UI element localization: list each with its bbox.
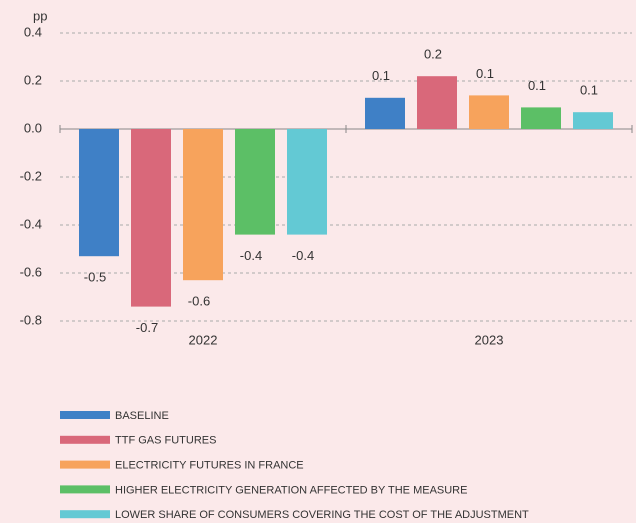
bar	[183, 129, 223, 281]
legend-swatch	[60, 460, 110, 469]
legend-swatch	[60, 435, 110, 444]
legend-label: BASELINE	[115, 410, 169, 422]
legend-swatch	[60, 510, 110, 519]
bar	[365, 97, 405, 129]
value-label: 0.1	[580, 83, 598, 98]
bar	[417, 76, 457, 129]
legend-swatch	[60, 485, 110, 494]
bar	[287, 129, 327, 235]
y-tick-label: -0.4	[20, 216, 42, 231]
value-label: -0.5	[84, 270, 106, 285]
value-label: -0.6	[188, 294, 210, 309]
bar	[469, 95, 509, 129]
bar	[521, 107, 561, 129]
value-label: 0.1	[476, 66, 494, 81]
legend-label: ELECTRICITY FUTURES IN FRANCE	[115, 460, 304, 472]
y-tick-label: -0.8	[20, 312, 42, 327]
y-tick-label: 0.4	[24, 24, 42, 39]
bar	[235, 129, 275, 235]
y-tick-label: 0.2	[24, 72, 42, 87]
x-tick-label: 2023	[475, 332, 504, 347]
legend-swatch	[60, 411, 110, 419]
legend-label: TTF GAS FUTURES	[115, 435, 216, 447]
bar	[131, 129, 171, 307]
legend-label: HIGHER ELECTRICITY GENERATION AFFECTED B…	[115, 484, 467, 496]
y-tick-label: -0.6	[20, 264, 42, 279]
value-label: 0.2	[424, 47, 442, 62]
y-tick-label: -0.2	[20, 168, 42, 183]
bar	[79, 129, 119, 257]
value-label: -0.4	[240, 248, 262, 263]
value-label: -0.4	[292, 248, 314, 263]
x-tick-label: 2022	[189, 332, 218, 347]
bar	[573, 112, 613, 129]
legend-label: LOWER SHARE OF CONSUMERS COVERING THE CO…	[115, 509, 529, 521]
y-axis-label: pp	[33, 8, 47, 23]
y-tick-label: 0.0	[24, 120, 42, 135]
value-label: -0.7	[136, 320, 158, 335]
value-label: 0.1	[372, 68, 390, 83]
value-label: 0.1	[528, 78, 546, 93]
